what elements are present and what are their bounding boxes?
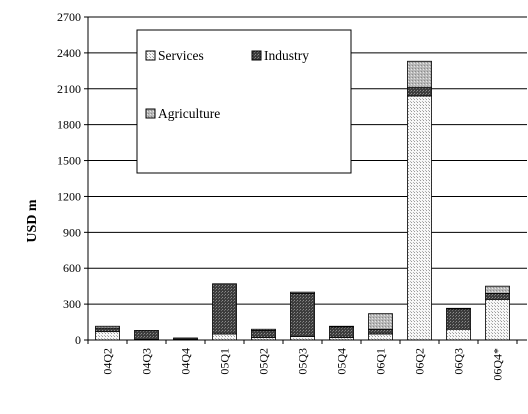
y-tick-label-300: 300 bbox=[63, 297, 81, 311]
y-tick-label-2400: 2400 bbox=[57, 46, 81, 60]
y-axis-title: USD m bbox=[25, 199, 40, 243]
chart-legend: Services Industry Agriculture bbox=[136, 29, 352, 174]
x-tick-label-06q2: 06Q2 bbox=[413, 348, 427, 375]
y-tick-label-1800: 1800 bbox=[57, 118, 81, 132]
bar-segment-industry-05q1 bbox=[212, 283, 237, 335]
bar-segment-agriculture-06q2 bbox=[407, 60, 432, 88]
bar-segment-agriculture-06q3 bbox=[446, 307, 471, 310]
bar-segment-industry-06q1 bbox=[368, 328, 393, 335]
bar-segment-industry-06q4-star bbox=[485, 292, 510, 300]
bar-segment-services-06q2 bbox=[407, 95, 432, 341]
bar-segment-industry-04q4 bbox=[173, 337, 198, 340]
bar-segment-industry-06q2 bbox=[407, 87, 432, 97]
x-tick-label-05q2: 05Q2 bbox=[257, 348, 271, 375]
x-tick-label-05q1: 05Q1 bbox=[218, 348, 232, 375]
x-tick-label-04q2: 04Q2 bbox=[101, 348, 115, 375]
x-tick-label-06q3: 06Q3 bbox=[452, 348, 466, 375]
bar-segment-agriculture-05q3 bbox=[290, 291, 315, 294]
bar-segment-services-06q4-star bbox=[485, 298, 510, 341]
bar-segment-industry-06q3 bbox=[446, 308, 471, 330]
bar-segment-industry-05q2 bbox=[251, 330, 276, 339]
legend-swatch-industry bbox=[251, 50, 262, 61]
y-tick-label-0: 0 bbox=[75, 333, 81, 347]
y-tick-label-1200: 1200 bbox=[57, 189, 81, 203]
bar-segment-agriculture-04q2 bbox=[95, 325, 120, 329]
y-axis-tick-labels: 0 300 600 900 1200 1500 1800 2100 2400 2700 bbox=[57, 10, 81, 347]
bar-segment-industry-04q2 bbox=[95, 327, 120, 333]
legend-label-services: Services bbox=[158, 48, 204, 63]
x-tick-label-04q3: 04Q3 bbox=[140, 348, 154, 375]
bar-segment-agriculture-06q1 bbox=[368, 313, 393, 330]
legend-box bbox=[136, 29, 352, 174]
bar-segment-industry-05q4 bbox=[329, 326, 354, 339]
x-tick-label-05q3: 05Q3 bbox=[296, 348, 310, 375]
bar-segment-agriculture-05q2 bbox=[251, 328, 276, 331]
bar-segment-services-05q3 bbox=[290, 336, 315, 341]
bar-segment-services-05q1 bbox=[212, 333, 237, 341]
legend-swatch-agriculture bbox=[145, 108, 156, 119]
x-tick-label-06q1: 06Q1 bbox=[374, 348, 388, 375]
bar-segment-services-06q1 bbox=[368, 333, 393, 341]
y-tick-label-2100: 2100 bbox=[57, 82, 81, 96]
bar-stacks bbox=[95, 60, 510, 341]
chart-axes bbox=[84, 16, 527, 344]
y-tick-label-600: 600 bbox=[63, 261, 81, 275]
legend-label-agriculture: Agriculture bbox=[158, 106, 220, 121]
y-tick-label-900: 900 bbox=[63, 225, 81, 239]
bar-segment-industry-04q3 bbox=[134, 330, 159, 340]
bar-segment-industry-05q3 bbox=[290, 292, 315, 337]
bar-segment-services-04q2 bbox=[95, 331, 120, 341]
x-tick-label-04q4: 04Q4 bbox=[179, 348, 193, 375]
bar-segment-agriculture-05q4 bbox=[329, 325, 354, 328]
bar-segment-services-06q3 bbox=[446, 328, 471, 341]
x-axis-tick-labels: 04Q2 04Q3 04Q4 05Q1 05Q2 05Q3 05Q4 06Q1 06Q2 06Q3… bbox=[101, 348, 505, 381]
x-tick-label-06q4-star: 06Q4* bbox=[491, 348, 505, 381]
legend-label-industry: Industry bbox=[264, 48, 309, 63]
x-tick-label-05q4: 05Q4 bbox=[335, 348, 349, 375]
y-tick-label-2700: 2700 bbox=[57, 10, 81, 24]
legend-swatch-services bbox=[145, 50, 156, 61]
y-tick-label-1500: 1500 bbox=[57, 154, 81, 168]
bar-segment-agriculture-06q4-star bbox=[485, 285, 510, 294]
